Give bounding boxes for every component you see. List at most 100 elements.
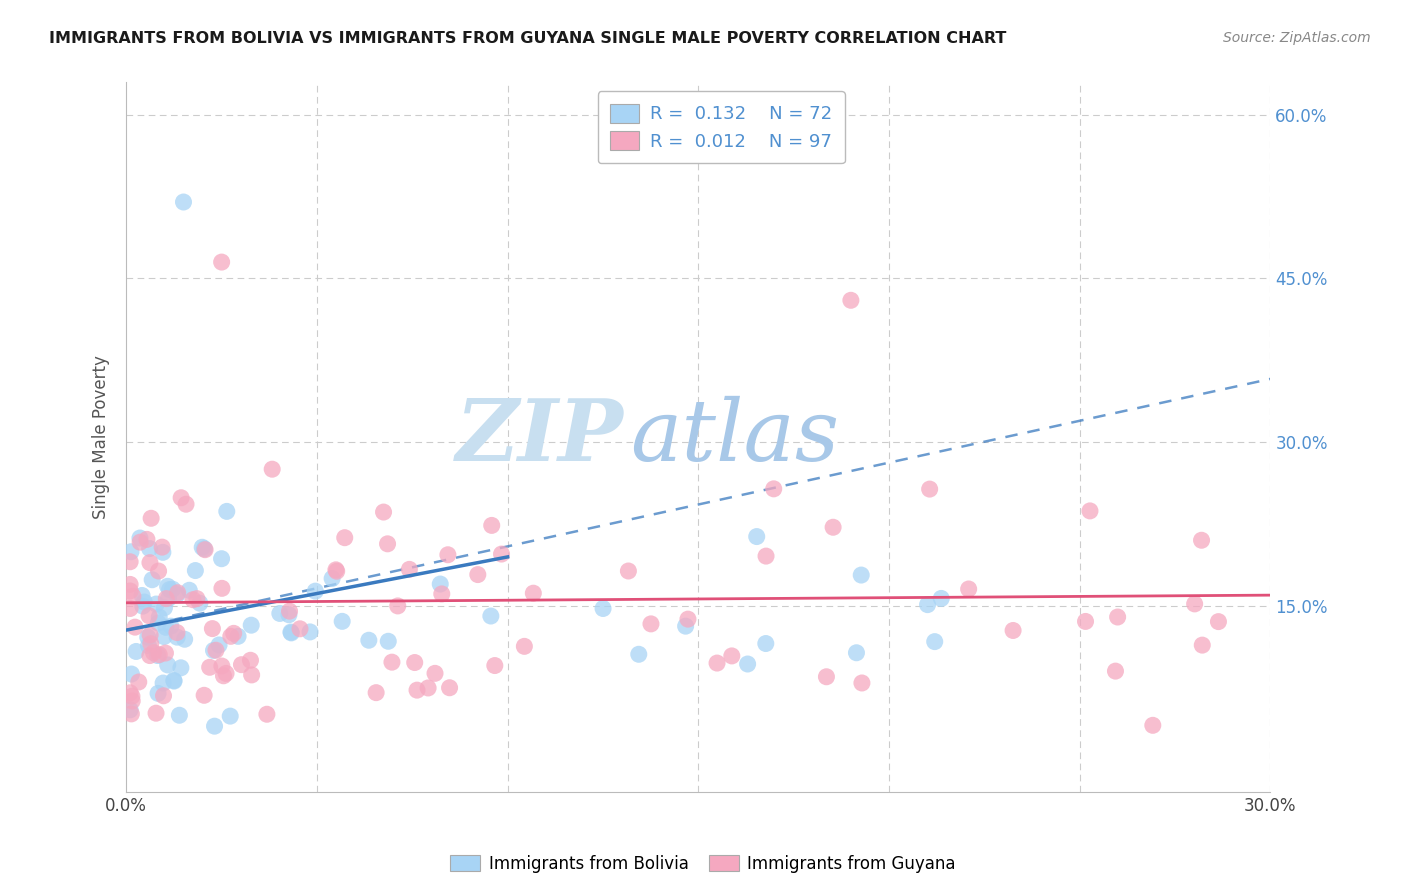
Point <box>120 545 142 559</box>
Point <box>157 591 180 606</box>
Point <box>153 630 176 644</box>
Text: ZIP: ZIP <box>456 395 624 478</box>
Point <box>169 708 191 723</box>
Point <box>1107 610 1129 624</box>
Point <box>373 505 395 519</box>
Point <box>762 482 785 496</box>
Point <box>125 644 148 658</box>
Point <box>173 194 195 209</box>
Point <box>1184 597 1206 611</box>
Point <box>141 573 163 587</box>
Point <box>131 589 153 603</box>
Point <box>839 293 862 308</box>
Point <box>481 518 503 533</box>
Point <box>627 648 650 662</box>
Point <box>166 588 188 602</box>
Point <box>160 619 183 633</box>
Point <box>256 707 278 722</box>
Point <box>120 555 142 569</box>
Point <box>152 545 174 559</box>
Point <box>139 637 162 651</box>
Point <box>299 624 322 639</box>
Text: atlas: atlas <box>630 395 839 478</box>
Point <box>845 646 868 660</box>
Point <box>745 530 768 544</box>
Point <box>120 584 142 599</box>
Legend: R =  0.132    N = 72, R =  0.012    N = 97: R = 0.132 N = 72, R = 0.012 N = 97 <box>598 91 845 163</box>
Point <box>377 634 399 648</box>
Point <box>156 657 179 672</box>
Point <box>184 564 207 578</box>
Point <box>262 462 284 476</box>
Point <box>188 596 211 610</box>
Point <box>212 669 235 683</box>
Point <box>120 667 142 681</box>
Point <box>924 634 946 648</box>
Point <box>676 612 699 626</box>
Y-axis label: Single Male Poverty: Single Male Poverty <box>93 355 110 519</box>
Point <box>467 567 489 582</box>
Point <box>121 690 143 704</box>
Point <box>121 694 143 708</box>
Point <box>166 625 188 640</box>
Point <box>159 582 181 597</box>
Point <box>202 643 225 657</box>
Point <box>148 564 170 578</box>
Point <box>1191 533 1213 548</box>
Point <box>173 632 195 647</box>
Point <box>240 668 263 682</box>
Point <box>1142 718 1164 732</box>
Point <box>918 482 941 496</box>
Point <box>145 706 167 721</box>
Point <box>139 648 162 663</box>
Point <box>166 630 188 644</box>
Point <box>120 686 142 700</box>
Point <box>205 643 228 657</box>
Point <box>124 620 146 634</box>
Point <box>148 610 170 624</box>
Point <box>851 676 873 690</box>
Text: Source: ZipAtlas.com: Source: ZipAtlas.com <box>1223 31 1371 45</box>
Point <box>166 586 188 600</box>
Point <box>136 630 159 644</box>
Point <box>211 582 233 596</box>
Point <box>484 658 506 673</box>
Point <box>148 648 170 662</box>
Point <box>325 564 347 578</box>
Point <box>280 626 302 640</box>
Point <box>163 673 186 688</box>
Point <box>150 540 173 554</box>
Point <box>156 579 179 593</box>
Point <box>430 587 453 601</box>
Point <box>617 564 640 578</box>
Point <box>145 597 167 611</box>
Text: IMMIGRANTS FROM BOLIVIA VS IMMIGRANTS FROM GUYANA SINGLE MALE POVERTY CORRELATIO: IMMIGRANTS FROM BOLIVIA VS IMMIGRANTS FR… <box>49 31 1007 46</box>
Point <box>226 629 249 643</box>
Point <box>280 625 302 640</box>
Point <box>155 591 177 606</box>
Point <box>120 706 142 721</box>
Point <box>163 674 186 689</box>
Point <box>215 666 238 681</box>
Point <box>120 601 142 615</box>
Point <box>129 531 152 545</box>
Point <box>186 591 208 606</box>
Point <box>139 628 162 642</box>
Point <box>406 683 429 698</box>
Point <box>1208 615 1230 629</box>
Point <box>513 640 536 654</box>
Point <box>201 622 224 636</box>
Point <box>219 629 242 643</box>
Point <box>398 562 420 576</box>
Point <box>170 491 193 505</box>
Point <box>198 660 221 674</box>
Point <box>1002 624 1025 638</box>
Point <box>132 599 155 614</box>
Point <box>215 504 238 518</box>
Point <box>146 648 169 663</box>
Point <box>437 548 460 562</box>
Point <box>479 609 502 624</box>
Point <box>321 572 343 586</box>
Point <box>129 535 152 549</box>
Point <box>957 582 980 596</box>
